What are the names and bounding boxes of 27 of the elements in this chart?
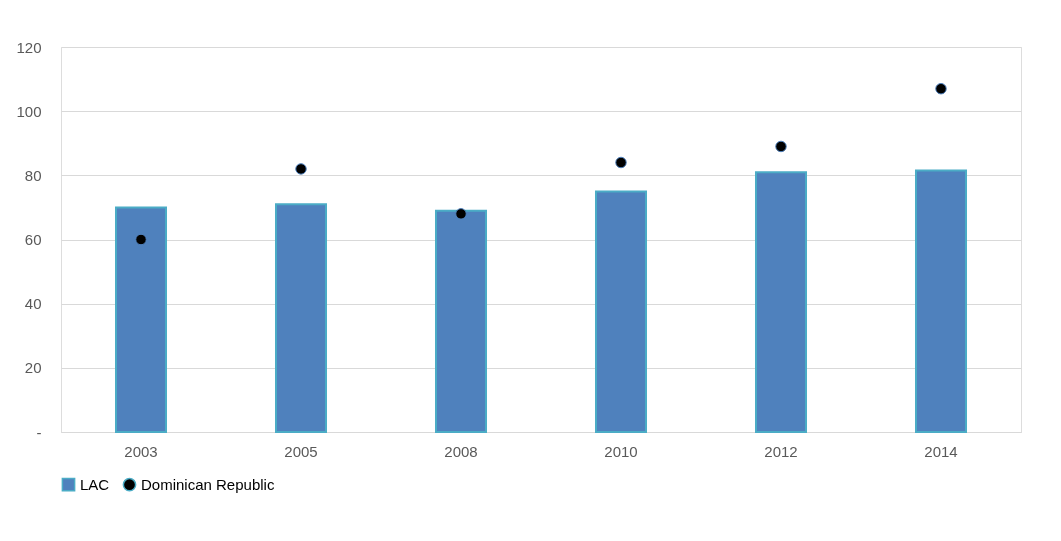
x-tick-label: 2003 — [124, 442, 158, 460]
y-tick-label: 60 — [24, 231, 42, 248]
y-tick-label: 100 — [16, 102, 42, 120]
point — [135, 233, 147, 246]
bar — [755, 171, 807, 433]
x-tick-label: 2005 — [284, 442, 318, 460]
x-tick-label: 2008 — [444, 442, 478, 460]
x-tick-label: 2012 — [764, 442, 798, 460]
point — [775, 140, 787, 153]
x-tick-label: 2010 — [604, 442, 638, 460]
legend-label: Dominican Republic — [141, 475, 275, 493]
y-tick-label: 80 — [24, 166, 42, 184]
y-tick-label: 120 — [16, 38, 42, 56]
y-tick-label: 40 — [24, 295, 42, 313]
bar — [435, 209, 487, 433]
point — [615, 156, 627, 169]
bar — [595, 190, 647, 433]
point — [295, 163, 307, 175]
y-tick-label: - — [36, 423, 42, 441]
bar — [115, 206, 167, 433]
x-tick-label: 2014 — [924, 442, 958, 460]
bar — [275, 203, 327, 433]
bar — [915, 169, 967, 433]
y-tick-label: 20 — [24, 359, 42, 377]
point — [455, 208, 467, 220]
point — [935, 82, 947, 95]
legend-label: LAC — [80, 475, 110, 493]
